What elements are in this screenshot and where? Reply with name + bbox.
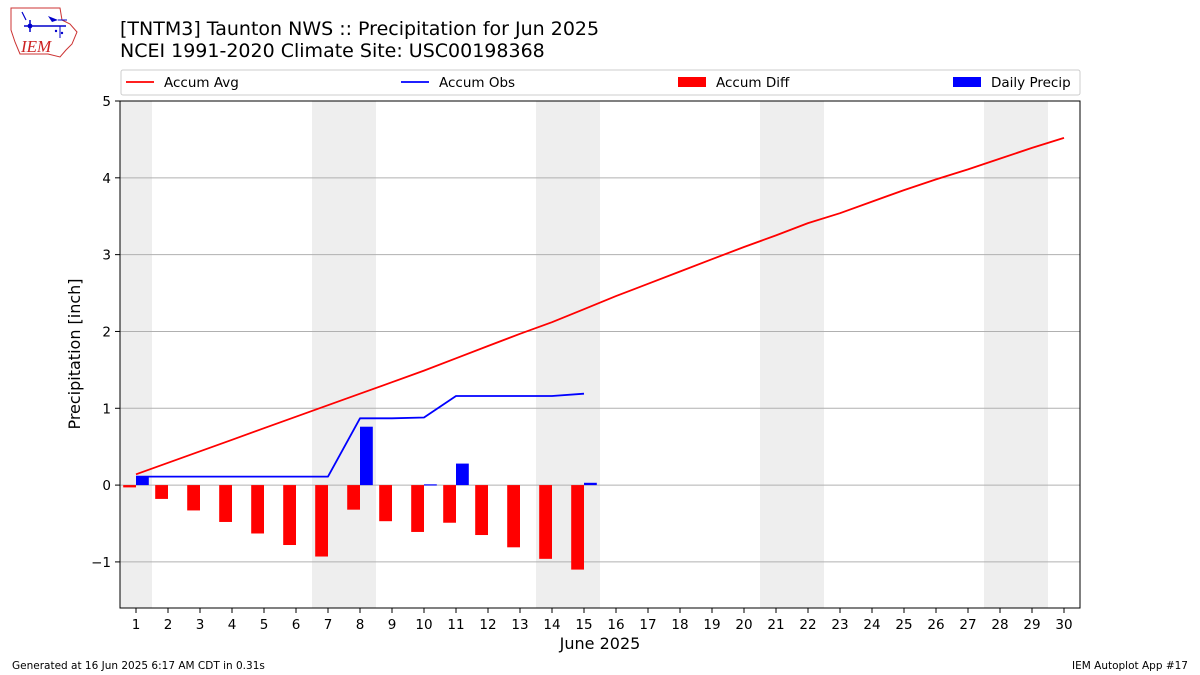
legend-label: Daily Precip xyxy=(991,75,1071,91)
x-tick-label: 4 xyxy=(228,617,237,633)
accum-diff-bar xyxy=(155,485,168,499)
accum-diff-bar xyxy=(539,485,552,559)
x-tick-label: 6 xyxy=(292,617,301,633)
x-tick-label: 28 xyxy=(991,617,1008,633)
x-tick-label: 17 xyxy=(639,617,656,633)
y-tick-label: 1 xyxy=(102,401,111,417)
y-tick-label: 3 xyxy=(102,248,111,264)
weekend-band xyxy=(984,101,1048,608)
y-tick-label: 5 xyxy=(102,94,111,110)
logo-text: IEM xyxy=(20,37,52,56)
daily-precip-bar xyxy=(584,482,597,486)
x-axis-label: June 2025 xyxy=(559,634,641,653)
legend-label: Accum Obs xyxy=(439,75,515,91)
plot-area: 1 2 3 4 5 6 7 8 9 10 11 12 13 14 15 16 17 18 19 20 21 22 23 24 2… xyxy=(91,94,1081,633)
x-tick-label: 15 xyxy=(575,617,592,633)
generated-timestamp: Generated at 16 Jun 2025 6:17 AM CDT in … xyxy=(12,660,265,672)
accum-diff-bar xyxy=(347,485,360,510)
x-tick-label: 30 xyxy=(1055,617,1072,633)
accum-diff-bar xyxy=(507,485,520,548)
x-tick-label: 16 xyxy=(607,617,624,633)
legend-bar-swatch xyxy=(678,77,706,87)
daily-precip-bar xyxy=(456,463,469,486)
accum-diff-bar xyxy=(379,485,392,522)
accum-diff-bar xyxy=(283,485,296,546)
weekend-band xyxy=(120,101,152,608)
legend: Accum Avg Accum Obs Accum Diff Daily Precip xyxy=(120,69,1081,96)
accum-diff-bar xyxy=(443,485,456,523)
y-tick-label: 0 xyxy=(102,478,111,494)
x-tick-label: 10 xyxy=(415,617,432,633)
accum-avg-line xyxy=(135,137,1065,476)
app-credit: IEM Autoplot App #17 xyxy=(1072,660,1188,672)
x-tick-label: 1 xyxy=(132,617,141,633)
x-tick-label: 9 xyxy=(388,617,397,633)
x-tick-label: 13 xyxy=(511,617,528,633)
accum-diff-bar xyxy=(315,485,328,557)
accum-diff-bar xyxy=(123,485,136,488)
x-tick-label: 11 xyxy=(447,617,464,633)
x-tick-label: 2 xyxy=(164,617,173,633)
legend-label: Accum Diff xyxy=(716,75,790,91)
x-tick-label: 14 xyxy=(543,617,560,633)
x-tick-label: 29 xyxy=(1023,617,1040,633)
y-tick-label: 2 xyxy=(102,324,111,340)
x-tick-label: 27 xyxy=(959,617,976,633)
x-tick-label: 20 xyxy=(735,617,752,633)
weekend-band xyxy=(760,101,824,608)
x-tick-label: 24 xyxy=(863,617,880,633)
accum-diff-bar xyxy=(187,485,200,511)
chart-subtitle: NCEI 1991-2020 Climate Site: USC00198368 xyxy=(120,40,545,62)
x-tick-label: 22 xyxy=(799,617,816,633)
chart-title: [TNTM3] Taunton NWS :: Precipitation for… xyxy=(120,18,599,40)
x-tick-label: 3 xyxy=(196,617,205,633)
legend-frame xyxy=(120,69,1081,96)
accum-diff-bar xyxy=(475,485,488,536)
legend-bar-swatch xyxy=(953,77,981,87)
x-tick-label: 26 xyxy=(927,617,944,633)
x-tick-label: 21 xyxy=(767,617,784,633)
x-tick-label: 18 xyxy=(671,617,688,633)
x-tick-label: 19 xyxy=(703,617,720,633)
accum-diff-bar xyxy=(219,485,232,522)
plot-frame xyxy=(119,100,1081,609)
x-tick-label: 12 xyxy=(479,617,496,633)
iem-logo: IEM xyxy=(10,7,78,58)
daily-precip-bar xyxy=(424,484,437,486)
x-tick-label: 25 xyxy=(895,617,912,633)
y-tick-label: −1 xyxy=(91,555,111,571)
accum-diff-bar xyxy=(571,485,584,570)
daily-precip-bar xyxy=(360,426,373,486)
y-axis-label: Precipitation [inch] xyxy=(65,278,84,429)
daily-precip-bar xyxy=(136,476,149,486)
x-tick-label: 5 xyxy=(260,617,269,633)
accum-diff-bar xyxy=(411,485,424,532)
x-tick-label: 23 xyxy=(831,617,848,633)
x-tick-label: 8 xyxy=(356,617,365,633)
y-tick-label: 4 xyxy=(102,171,111,187)
x-tick-label: 7 xyxy=(324,617,333,633)
legend-label: Accum Avg xyxy=(164,75,239,91)
accum-diff-bar xyxy=(251,485,264,534)
accum-obs-line xyxy=(136,392,585,478)
